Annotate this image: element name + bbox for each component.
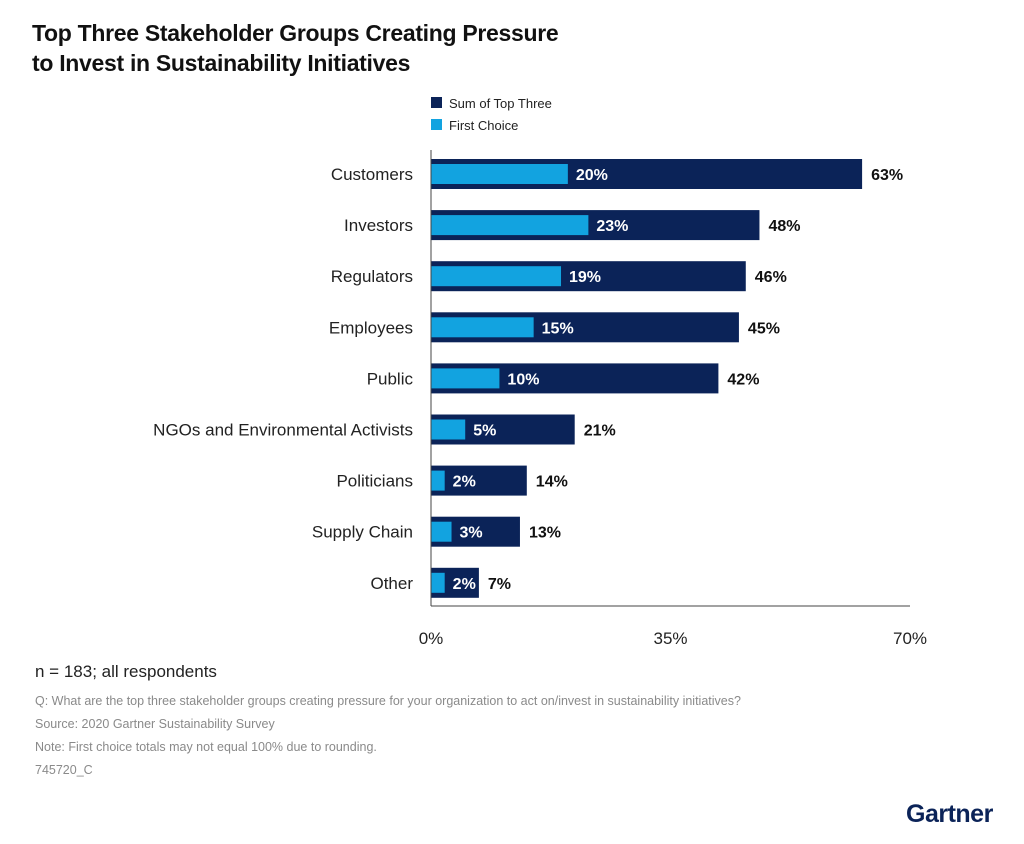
bar-first-choice [431,215,589,236]
data-label-sum: 48% [768,218,800,235]
chart-code: 745720_C [35,763,93,777]
category-label: Investors [344,216,413,235]
data-label-first-choice: 19% [569,269,601,286]
data-label-sum: 63% [871,167,903,184]
bar-first-choice [431,521,452,542]
x-tick-label: 0% [419,629,444,648]
category-label: Employees [329,318,413,337]
bar-first-choice [431,470,445,491]
data-label-sum: 14% [536,474,568,491]
bar-first-choice [431,266,562,287]
chart-title: Top Three Stakeholder Groups Creating Pr… [32,20,559,76]
category-label: Supply Chain [312,523,413,542]
data-label-sum: 46% [755,269,787,286]
category-label: Customers [331,165,413,184]
category-label: Other [370,574,413,593]
data-label-first-choice: 20% [576,167,608,184]
bar-first-choice [431,368,500,389]
category-label: Regulators [331,267,413,286]
data-label-first-choice: 2% [453,474,476,491]
data-label-first-choice: 3% [460,525,483,542]
data-label-sum: 42% [727,371,759,388]
legend-swatch-0 [431,97,442,108]
gartner-logo: Gartner [906,800,993,828]
data-label-first-choice: 23% [596,218,628,235]
source-note: Source: 2020 Gartner Sustainability Surv… [35,717,275,731]
category-label: NGOs and Environmental Activists [153,421,413,440]
rounding-note: Note: First choice totals may not equal … [35,740,377,754]
data-label-sum: 7% [488,576,511,593]
legend-label-1: First Choice [449,118,518,133]
data-label-first-choice: 2% [453,576,476,593]
data-label-sum: 13% [529,525,561,542]
bar-sum-top-three [431,465,527,496]
bar-first-choice [431,164,568,184]
bar-first-choice [431,317,534,338]
bar-first-choice [431,419,466,440]
legend-swatch-1 [431,119,442,130]
x-tick-label: 35% [653,629,687,648]
bar-first-choice [431,572,445,593]
data-label-first-choice: 5% [473,423,496,440]
data-label-first-choice: 15% [542,320,574,337]
data-label-first-choice: 10% [507,371,539,388]
survey-question: Q: What are the top three stakeholder gr… [35,694,741,708]
legend-label-0: Sum of Top Three [449,96,552,111]
data-label-sum: 21% [584,423,616,440]
sample-size: n = 183; all respondents [35,662,217,681]
category-label: Public [367,369,414,388]
data-label-sum: 45% [748,320,780,337]
x-tick-label: 70% [893,629,927,648]
category-label: Politicians [336,472,413,491]
